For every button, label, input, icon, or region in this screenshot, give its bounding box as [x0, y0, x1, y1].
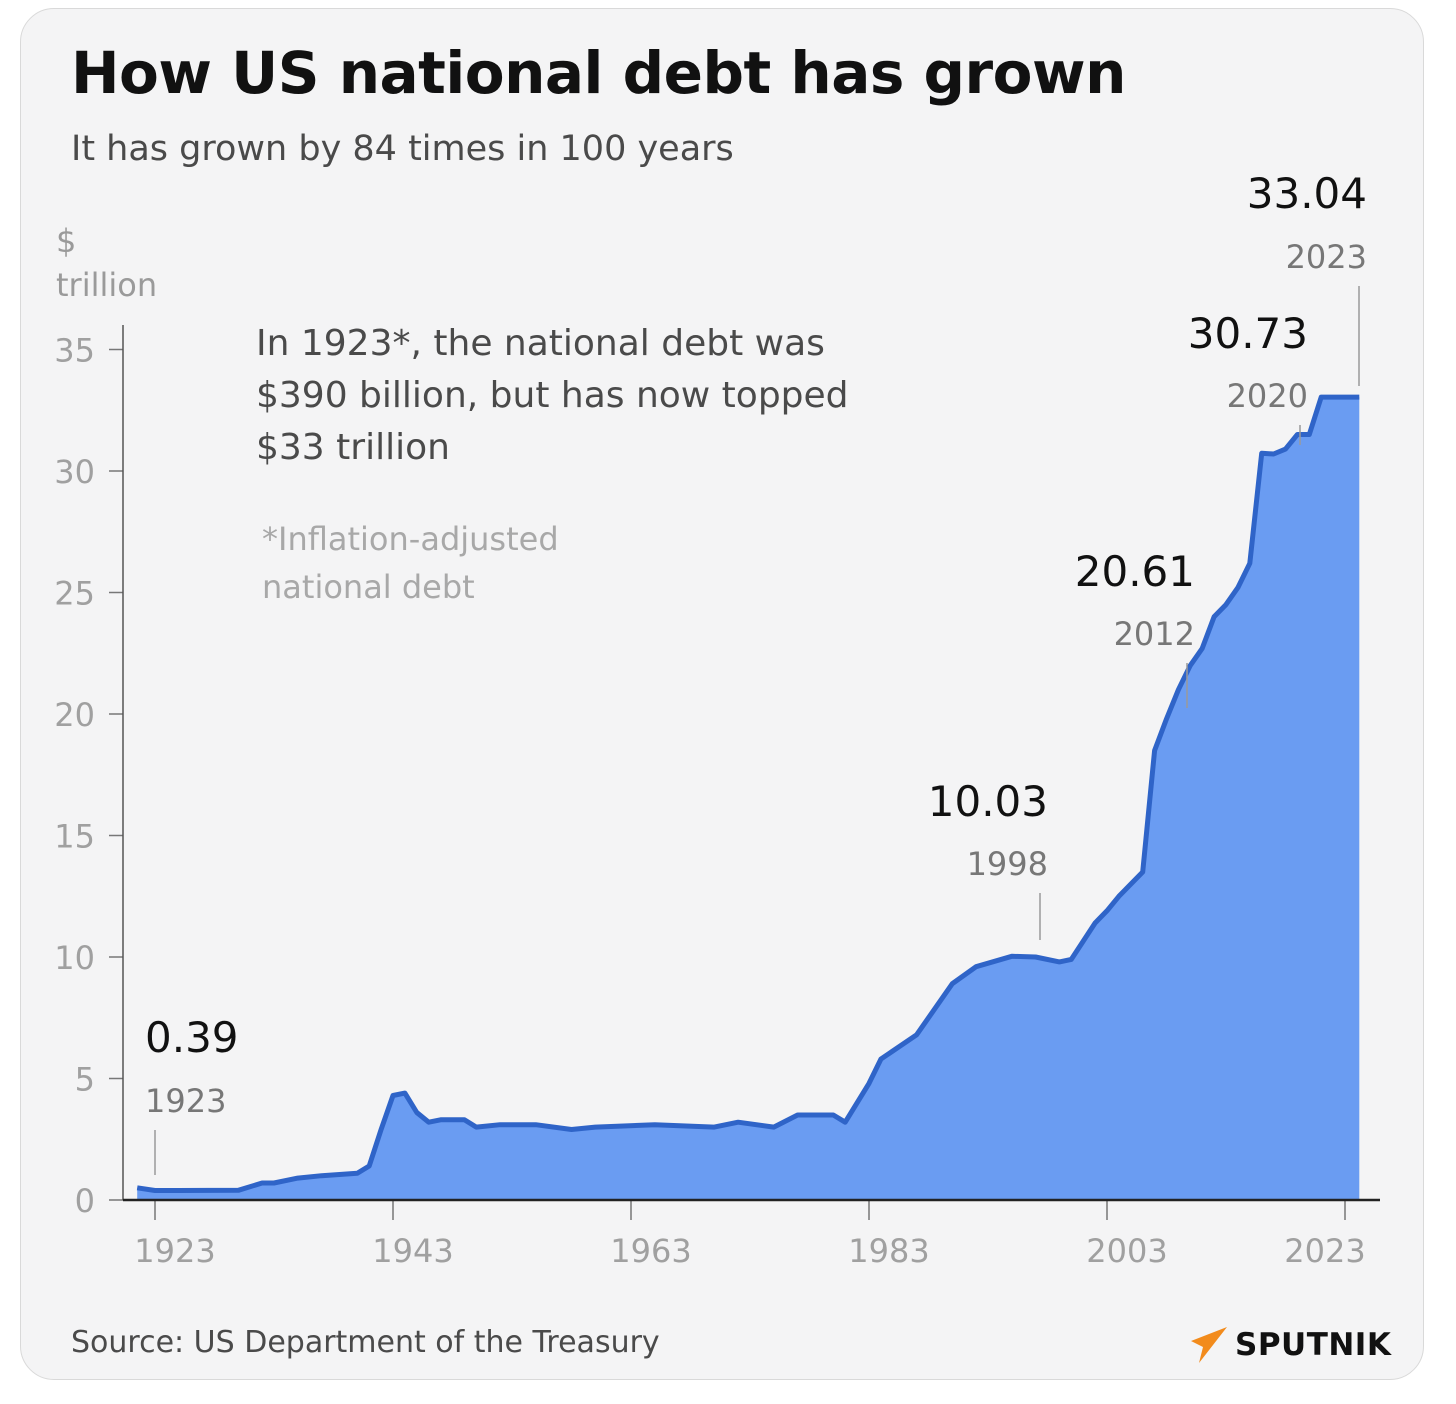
annotation-value: 20.61 [1075, 547, 1195, 596]
annotation-2012: 20.61 2012 [1075, 547, 1195, 708]
y-tick-label: 15 [54, 818, 95, 856]
x-tick-label: 1943 [372, 1232, 453, 1270]
annotation-year: 2023 [1286, 238, 1367, 276]
x-tick-label: 1983 [848, 1232, 929, 1270]
axes: 0 5 10 15 20 25 30 35 1923 1943 1963 1983 2003 2023 [54, 325, 1380, 1270]
y-tick-label: 20 [54, 696, 95, 734]
note-line: In 1923*, the national debt was [256, 323, 825, 364]
annotation-year: 2020 [1227, 377, 1308, 415]
footnote-line: national debt [262, 568, 475, 606]
y-axis-label-line: trillion [56, 266, 157, 304]
annotation-1998: 10.03 1998 [928, 777, 1048, 940]
area-layer [136, 394, 1360, 1201]
sputnik-logo: SPUTNIK [1189, 1323, 1409, 1373]
annotations: 0.39192310.03199820.61201230.73202033.04… [145, 169, 1367, 1175]
y-tick-label: 10 [54, 939, 95, 977]
y-axis-label-line: $ [56, 222, 76, 260]
y-axis-ticks: 0 5 10 15 20 25 30 35 [54, 332, 123, 1220]
debt-area-fill [137, 397, 1360, 1201]
x-tick-label: 2003 [1086, 1232, 1167, 1270]
logo-text: SPUTNIK [1235, 1327, 1392, 1363]
annotation-value: 30.73 [1188, 309, 1308, 358]
x-axis-ticks: 1923 1943 1963 1983 2003 2023 [134, 1200, 1366, 1270]
chart-title: How US national debt has grown [71, 39, 1126, 107]
annotation-2023: 33.04 2023 [1247, 169, 1367, 386]
x-tick-label: 1923 [134, 1232, 215, 1270]
annotation-1923: 0.39 1923 [145, 1013, 239, 1175]
annotation-value: 0.39 [145, 1013, 239, 1062]
source-note: Source: US Department of the Treasury [71, 1325, 660, 1360]
x-tick-label: 2023 [1284, 1232, 1365, 1270]
y-tick-label: 30 [54, 453, 95, 491]
note-line: $390 billion, but has now topped [256, 375, 849, 416]
chart-subtitle: It has grown by 84 times in 100 years [71, 129, 734, 169]
note-line: $33 trillion [256, 427, 450, 468]
x-tick-label: 1963 [610, 1232, 691, 1270]
annotation-year: 2012 [1114, 615, 1195, 653]
annotation-2020: 30.73 2020 [1188, 309, 1308, 445]
y-tick-label: 5 [75, 1061, 95, 1099]
y-tick-label: 25 [54, 575, 95, 613]
annotation-value: 33.04 [1247, 169, 1367, 218]
debt-line [136, 394, 1360, 1193]
chart-note: In 1923*, the national debt was $390 bill… [256, 323, 849, 468]
annotation-year: 1998 [967, 845, 1048, 883]
annotation-value: 10.03 [928, 777, 1048, 826]
annotation-year: 1923 [145, 1082, 226, 1120]
y-tick-label: 35 [54, 332, 95, 370]
y-tick-label: 0 [75, 1182, 95, 1220]
footnote-line: *Inflation-adjusted [262, 520, 559, 558]
sputnik-arrow-icon [1191, 1327, 1227, 1363]
chart-footnote: *Inflation-adjusted national debt [262, 520, 559, 606]
y-axis-label: $ trillion [56, 222, 157, 304]
